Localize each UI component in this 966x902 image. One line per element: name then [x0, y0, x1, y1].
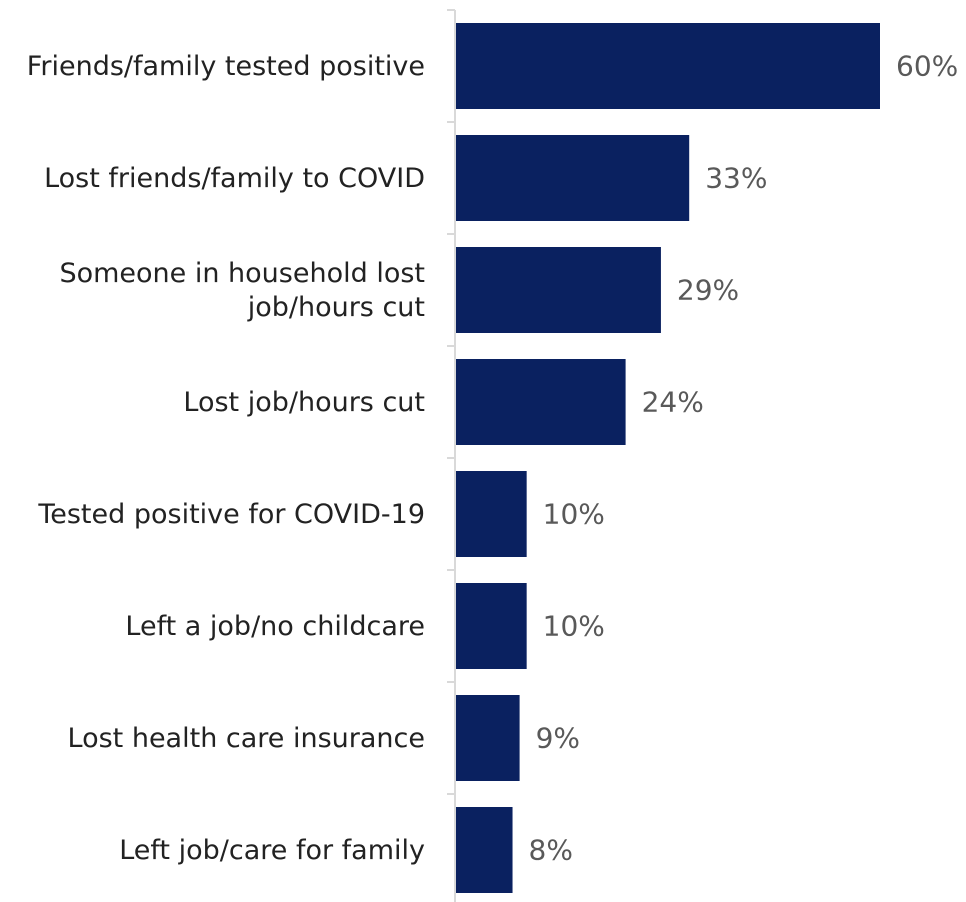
bar [456, 247, 661, 333]
category-label-line: Left a job/no childcare [125, 611, 425, 642]
value-label: 29% [677, 274, 739, 307]
category-label: Lost health care insurance [68, 723, 425, 754]
value-label: 8% [529, 834, 573, 867]
category-label: Lost friends/family to COVID [44, 163, 425, 194]
value-label: 60% [896, 50, 958, 83]
category-label-line: Someone in household lost [59, 258, 425, 289]
category-label-line: Tested positive for COVID-19 [37, 499, 425, 530]
bar [456, 359, 626, 445]
category-label: Friends/family tested positive [27, 51, 425, 82]
category-label: Someone in household lost job/hours cut [59, 258, 425, 323]
bar [456, 583, 527, 669]
category-label-line: Left job/care for family [119, 835, 425, 866]
category-label-line: Lost health care insurance [68, 723, 425, 754]
bar [456, 135, 690, 221]
value-label: 33% [705, 162, 767, 195]
bars [456, 23, 880, 893]
bar [456, 807, 513, 893]
bar [456, 471, 527, 557]
category-label-line: Lost job/hours cut [183, 387, 425, 418]
bar [456, 695, 520, 781]
value-label: 10% [543, 498, 605, 531]
category-label-line: Friends/family tested positive [27, 51, 425, 82]
value-labels: 60% 33% 29% 24% 10% 10% 9% 8% [529, 50, 959, 867]
value-label: 24% [642, 386, 704, 419]
category-axis [447, 9, 456, 902]
value-label: 9% [536, 722, 580, 755]
category-label: Lost job/hours cut [183, 387, 425, 418]
category-label-line: job/hours cut [247, 292, 425, 323]
category-label: Tested positive for COVID-19 [37, 499, 425, 530]
category-label-line: Lost friends/family to COVID [44, 163, 425, 194]
category-label: Left a job/no childcare [125, 611, 425, 642]
category-label: Left job/care for family [119, 835, 425, 866]
bar [456, 23, 880, 109]
category-labels: Friends/family tested positive Lost frien… [27, 51, 425, 866]
value-label: 10% [543, 610, 605, 643]
